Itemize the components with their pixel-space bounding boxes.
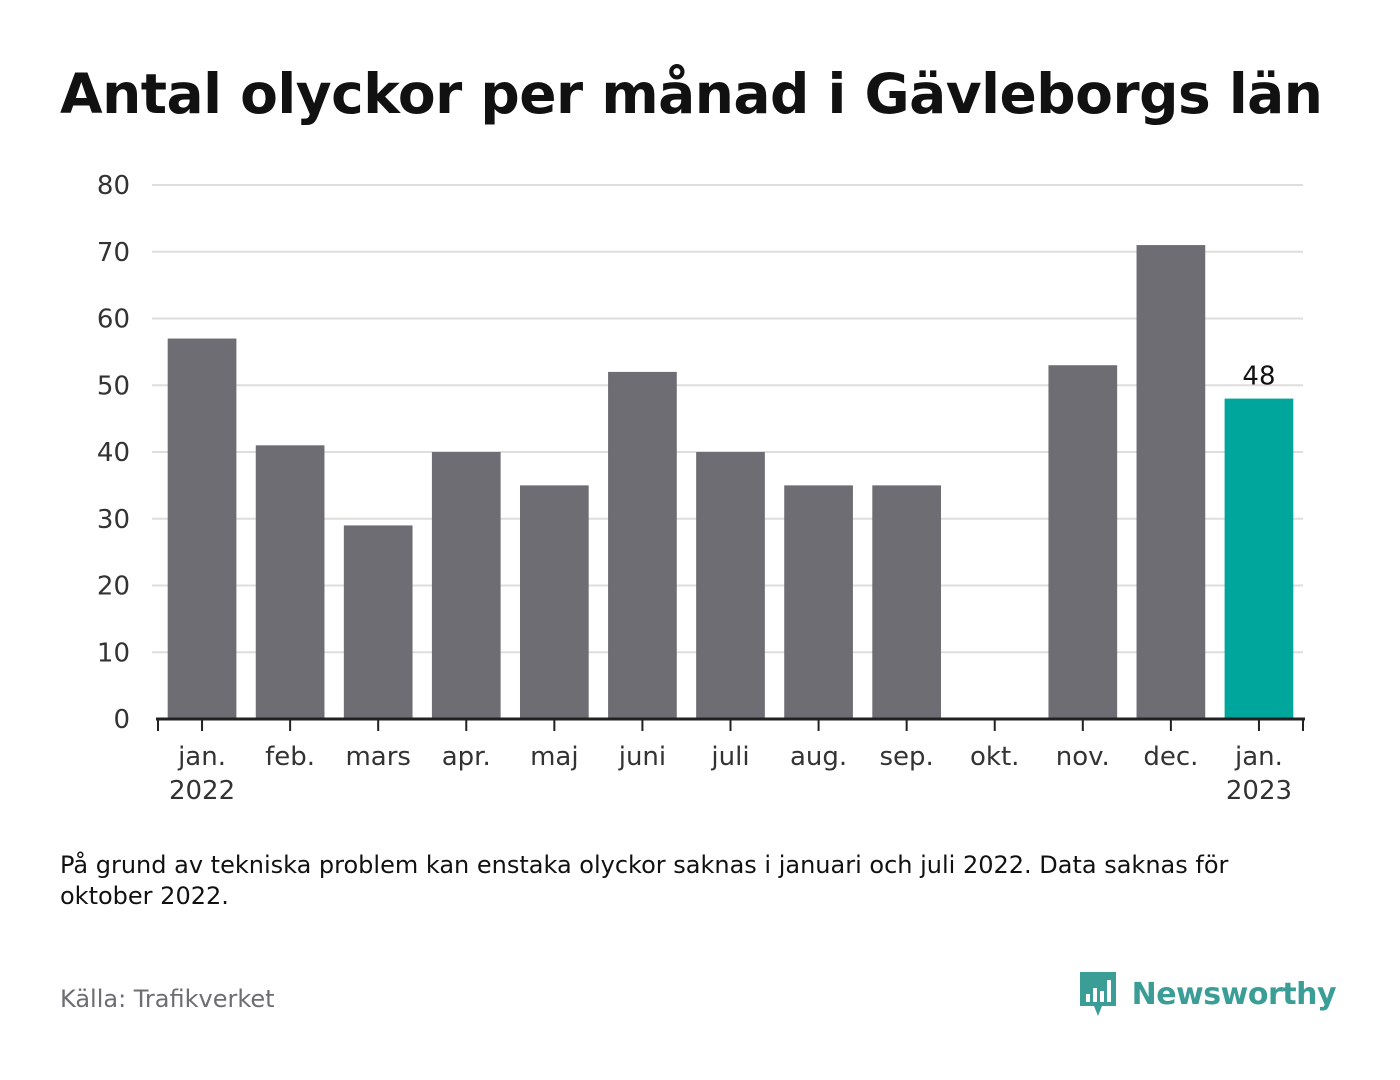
y-tick-label: 60 [97,305,130,335]
x-axis [156,717,1305,731]
y-tick-label: 10 [97,638,130,668]
bar [608,371,677,719]
x-tick-label: apr. [442,742,491,772]
y-tick-label: 0 [113,705,130,735]
bar [255,445,325,719]
x-tick-label: juni [618,742,666,772]
bar [696,452,765,719]
bar [431,452,501,719]
y-tick-label: 50 [97,371,130,401]
x-tick-label: nov. [1056,742,1110,772]
y-tick-label: 80 [97,171,130,201]
x-tick-label: okt. [970,742,1019,772]
brand-name: Newsworthy [1131,976,1337,1012]
x-axis-tick-labels: jan. 2022 feb. mars apr. maj juni juli aug. sep. o… [169,742,1292,806]
x-tick-label: sep. [879,742,933,772]
y-tick-label: 70 [97,238,130,268]
brand-logo: Newsworthy [1078,970,1337,1018]
y-tick-label: 30 [97,505,130,535]
footnote: På grund av tekniska problem kan enstaka… [60,851,1229,910]
x-tick-label: jan. 2023 [1226,742,1292,806]
y-tick-label: 40 [97,438,130,468]
bar [784,485,853,719]
x-tick-label: dec. [1143,742,1198,772]
chart-title: Antal olyckor per månad i Gävleborgs län [60,62,1323,126]
x-tick-label: aug. [790,742,847,772]
x-tick-label: feb. [265,742,315,772]
x-tick-label: maj [530,742,578,772]
data-label: 48 [1242,362,1275,392]
x-tick-label: jan. 2022 [169,742,235,806]
bars [167,245,1294,719]
bar [1048,365,1118,719]
y-tick-label: 20 [97,572,130,602]
bar [1224,398,1294,719]
bar [167,338,237,719]
y-axis-tick-labels: 0 10 20 30 40 50 60 70 80 [97,171,130,735]
newsworthy-logo-icon [1079,972,1116,1016]
bar [343,525,413,719]
bar-chart: 0 10 20 30 40 50 60 70 80 48 jan. 2022 feb. mars apr… [97,171,1305,806]
bar [1136,245,1206,719]
source-credit: Källa: Trafikverket [60,985,275,1013]
x-tick-label: juli [710,742,749,772]
bar [519,485,589,719]
x-tick-label: mars [345,742,411,772]
bar [872,485,942,719]
data-labels: 48 [1242,362,1275,392]
